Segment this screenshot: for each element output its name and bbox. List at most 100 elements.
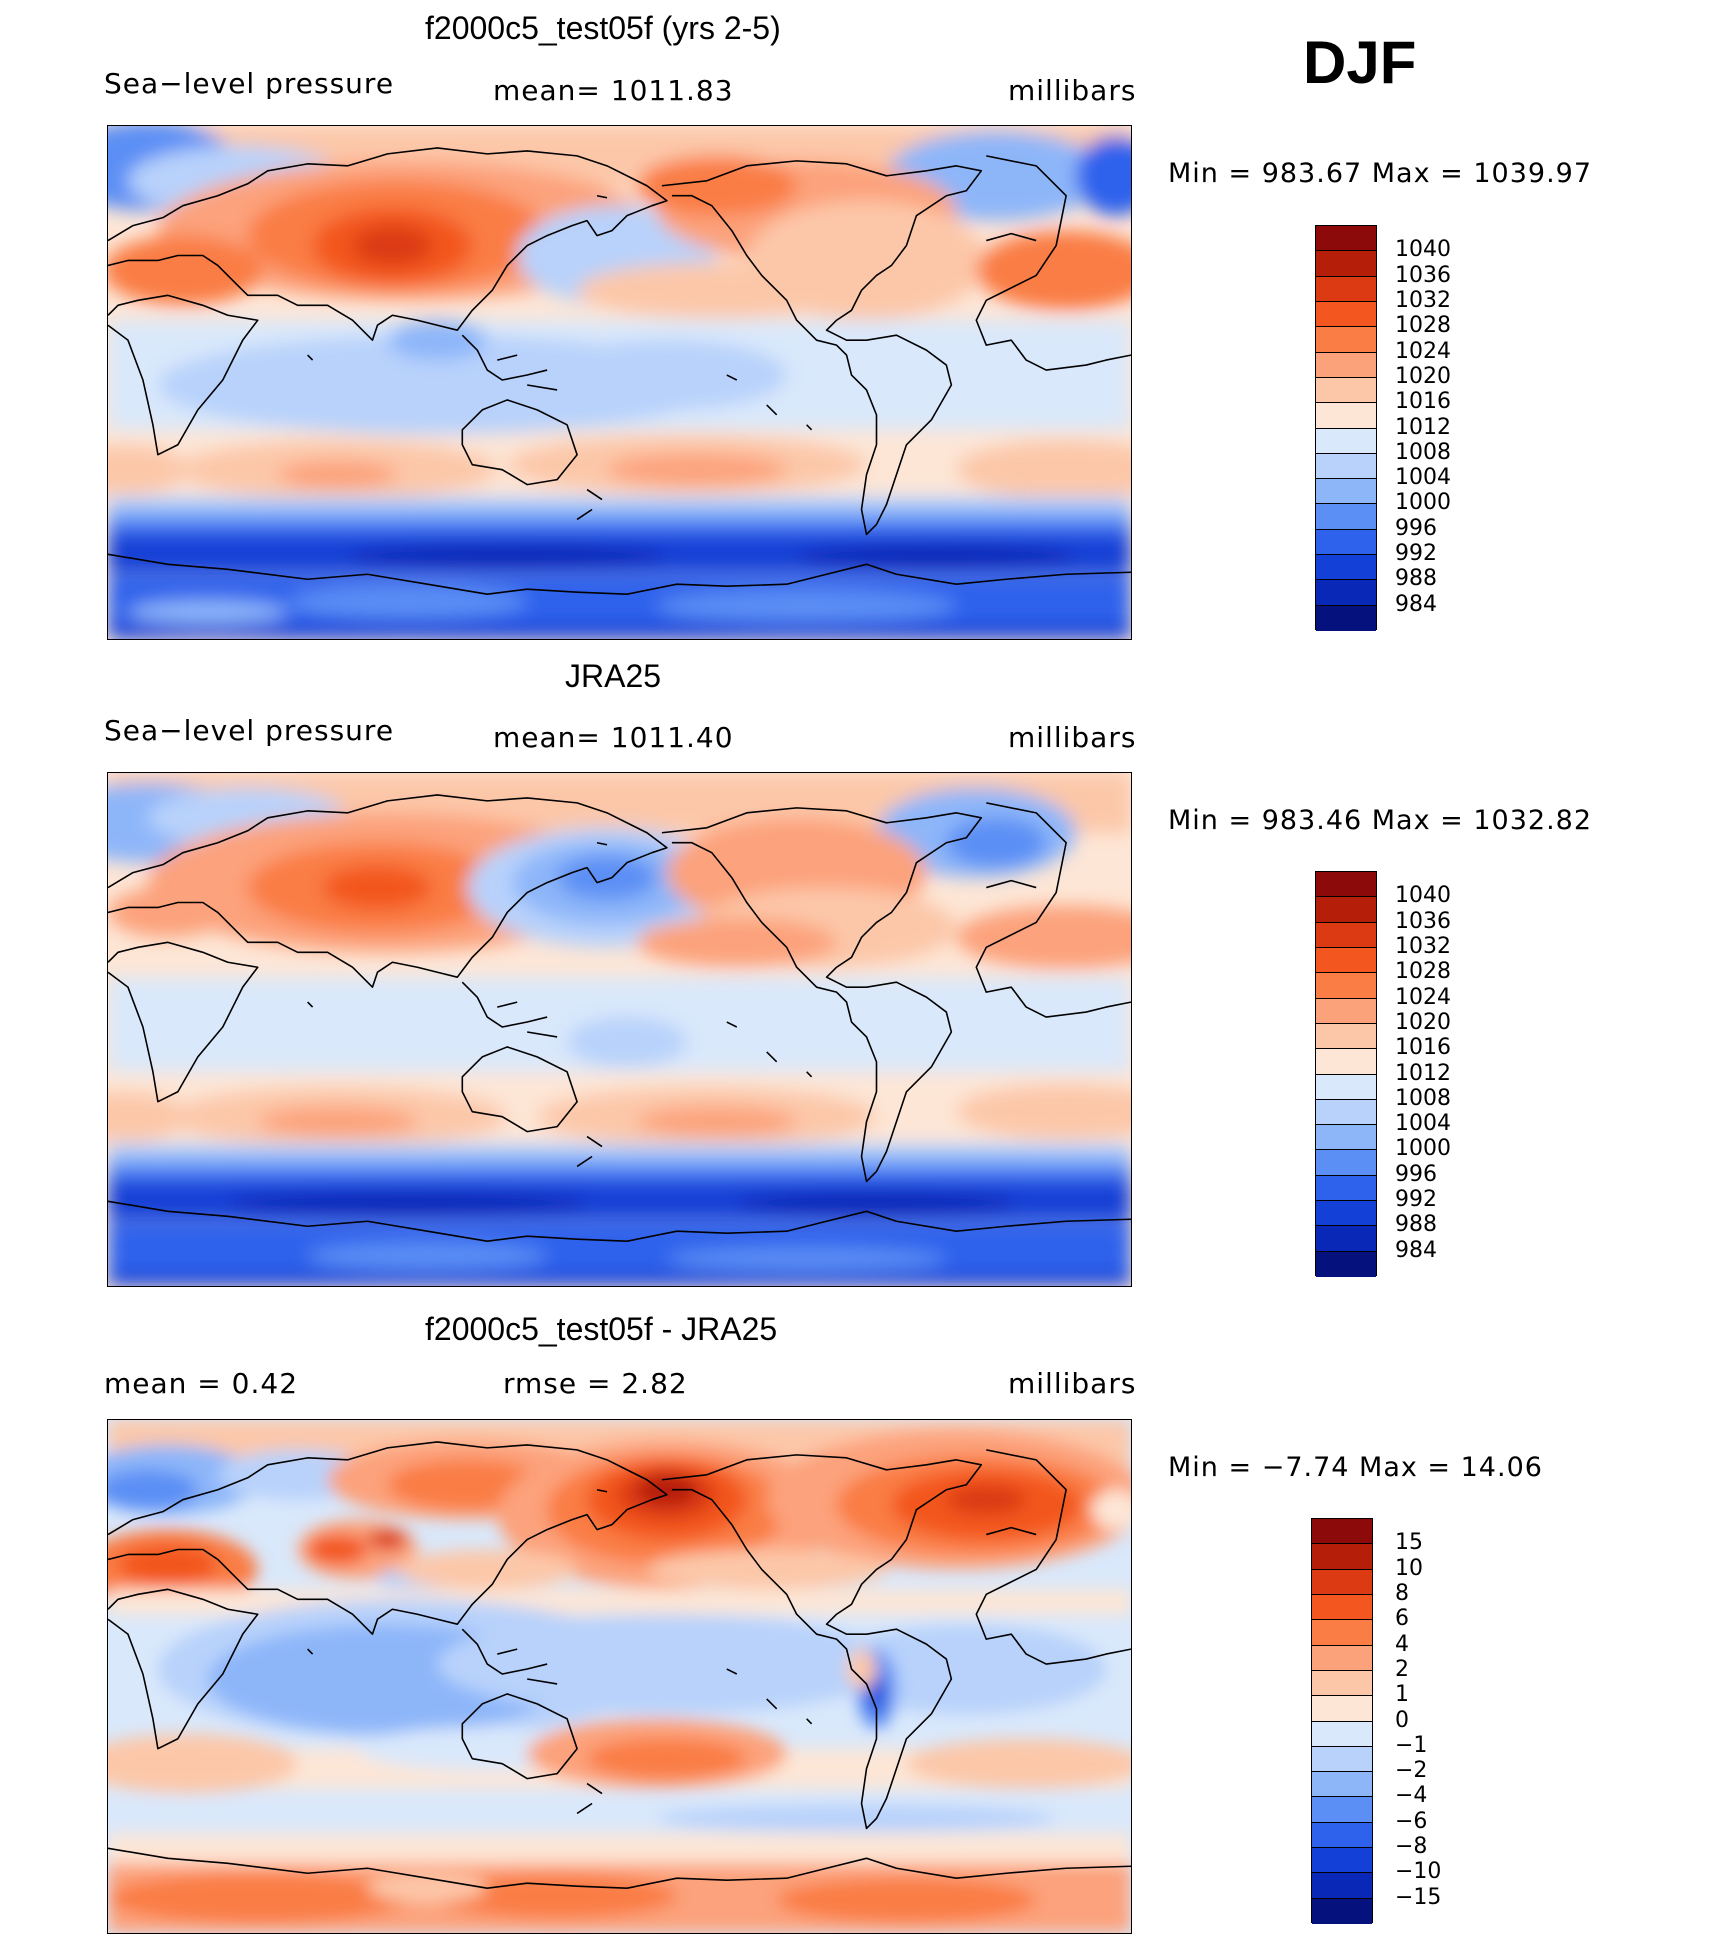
colorbar-swatch xyxy=(1316,1150,1376,1176)
colorbar-swatch xyxy=(1316,922,1376,948)
panel2-variable-label: Sea−level pressure xyxy=(104,714,395,747)
colorbar-tick-label: 1020 xyxy=(1395,1009,1451,1035)
panel1-units-label: millibars xyxy=(1008,74,1137,107)
panel3-diff-map xyxy=(107,1419,1132,1934)
colorbar-swatch xyxy=(1312,1772,1372,1798)
colorbar-swatch xyxy=(1316,301,1376,328)
season-label: DJF xyxy=(1303,29,1417,96)
colorbar-tick-label: 1028 xyxy=(1395,313,1451,339)
panel2-mean-label: mean= 1011.40 xyxy=(493,721,734,754)
colorbar-swatch xyxy=(1316,973,1376,999)
colorbar-tick-label: 984 xyxy=(1395,1237,1437,1263)
panel3-title: f2000c5_test05f - JRA25 xyxy=(425,1311,778,1347)
colorbar-tick-label: 1024 xyxy=(1395,338,1451,364)
colorbar-tick-label: 1000 xyxy=(1395,490,1451,516)
colorbar-tick-label: 8 xyxy=(1395,1580,1409,1606)
colorbar-tick-label: 988 xyxy=(1395,1212,1437,1238)
colorbar-tick-label: 996 xyxy=(1395,1161,1437,1187)
panel1-colorbar xyxy=(1315,225,1377,631)
colorbar-swatch xyxy=(1316,947,1376,974)
colorbar-swatch xyxy=(1316,1201,1376,1227)
colorbar-swatch xyxy=(1316,897,1376,923)
panel3-minmax-label: Min = −7.74 Max = 14.06 xyxy=(1168,1452,1543,1483)
colorbar-tick-label: 1012 xyxy=(1395,414,1451,440)
colorbar-tick-label: 10 xyxy=(1395,1555,1423,1581)
colorbar-tick-label: 984 xyxy=(1395,591,1437,617)
colorbar-tick-label: 992 xyxy=(1395,541,1437,567)
panel3-mean-label: mean = 0.42 xyxy=(104,1367,299,1400)
panel2-minmax-label: Min = 983.46 Max = 1032.82 xyxy=(1168,805,1593,836)
colorbar-tick-label: 1012 xyxy=(1395,1060,1451,1086)
colorbar-swatch xyxy=(1312,1797,1372,1823)
colorbar-tick-label: 4 xyxy=(1395,1631,1409,1657)
colorbar-tick-label: −4 xyxy=(1395,1783,1428,1809)
colorbar-tick-label: −8 xyxy=(1395,1834,1428,1860)
colorbar-tick-label: 6 xyxy=(1395,1606,1409,1632)
colorbar-swatch xyxy=(1312,1721,1372,1747)
panel1-slp-map xyxy=(107,125,1132,640)
colorbar-tick-label: 1024 xyxy=(1395,984,1451,1010)
colorbar-swatch xyxy=(1316,352,1376,378)
colorbar-tick-label: 2 xyxy=(1395,1656,1409,1682)
colorbar-swatch xyxy=(1316,872,1376,898)
panel1-title: f2000c5_test05f (yrs 2-5) xyxy=(425,10,781,46)
colorbar-tick-label: 1040 xyxy=(1395,237,1451,263)
panel2-title: JRA25 xyxy=(565,658,662,694)
colorbar-tick-label: −6 xyxy=(1395,1808,1428,1834)
panel2-contour-field xyxy=(108,773,1131,1286)
panel1-variable-label: Sea−level pressure xyxy=(104,67,395,100)
colorbar-tick-label: −10 xyxy=(1395,1859,1442,1885)
colorbar-swatch xyxy=(1312,1873,1372,1899)
colorbar-swatch xyxy=(1316,1074,1376,1100)
panel3-contour-field xyxy=(108,1420,1131,1933)
colorbar-tick-label: 1016 xyxy=(1395,389,1451,415)
colorbar-swatch xyxy=(1316,1023,1376,1050)
colorbar-tick-label: 1004 xyxy=(1395,465,1451,491)
colorbar-tick-label: 1032 xyxy=(1395,287,1451,313)
colorbar-tick-label: 0 xyxy=(1395,1707,1409,1733)
colorbar-swatch xyxy=(1316,276,1376,302)
colorbar-swatch xyxy=(1316,327,1376,353)
colorbar-swatch xyxy=(1312,1594,1372,1621)
colorbar-swatch xyxy=(1312,1898,1372,1924)
colorbar-swatch xyxy=(1316,1049,1376,1075)
colorbar-swatch xyxy=(1316,403,1376,429)
colorbar-swatch xyxy=(1316,428,1376,454)
colorbar-swatch xyxy=(1316,479,1376,505)
colorbar-swatch xyxy=(1316,1175,1376,1202)
colorbar-swatch xyxy=(1316,555,1376,581)
colorbar-swatch xyxy=(1316,504,1376,530)
colorbar-swatch xyxy=(1316,1251,1376,1277)
panel3-rmse-label: rmse = 2.82 xyxy=(503,1367,688,1400)
colorbar-tick-label: 1020 xyxy=(1395,363,1451,389)
colorbar-tick-label: 1008 xyxy=(1395,439,1451,465)
colorbar-tick-label: 1004 xyxy=(1395,1111,1451,1137)
panel3-coastlines xyxy=(108,1441,1131,1889)
panel2-units-label: millibars xyxy=(1008,721,1137,754)
colorbar-swatch xyxy=(1316,1099,1376,1126)
colorbar-swatch xyxy=(1316,251,1376,277)
colorbar-tick-label: 1036 xyxy=(1395,908,1451,934)
colorbar-swatch xyxy=(1312,1544,1372,1570)
colorbar-swatch xyxy=(1316,605,1376,631)
colorbar-tick-label: −2 xyxy=(1395,1758,1428,1784)
colorbar-tick-label: 1032 xyxy=(1395,933,1451,959)
colorbar-swatch xyxy=(1312,1620,1372,1646)
colorbar-swatch xyxy=(1312,1670,1372,1697)
colorbar-swatch xyxy=(1316,1125,1376,1151)
colorbar-swatch xyxy=(1312,1696,1372,1722)
colorbar-swatch xyxy=(1312,1822,1372,1849)
colorbar-tick-label: 996 xyxy=(1395,515,1437,541)
colorbar-swatch xyxy=(1316,1226,1376,1252)
colorbar-swatch xyxy=(1316,529,1376,556)
panel1-minmax-label: Min = 983.67 Max = 1039.97 xyxy=(1168,158,1593,189)
panel2-colorbar xyxy=(1315,871,1377,1277)
colorbar-tick-label: 15 xyxy=(1395,1530,1423,1556)
colorbar-swatch xyxy=(1316,453,1376,480)
panel1-contour-field xyxy=(108,126,1131,639)
colorbar-swatch xyxy=(1312,1848,1372,1874)
colorbar-swatch xyxy=(1316,580,1376,606)
colorbar-tick-label: −15 xyxy=(1395,1884,1442,1910)
colorbar-tick-label: −1 xyxy=(1395,1732,1428,1758)
colorbar-tick-label: 1008 xyxy=(1395,1085,1451,1111)
